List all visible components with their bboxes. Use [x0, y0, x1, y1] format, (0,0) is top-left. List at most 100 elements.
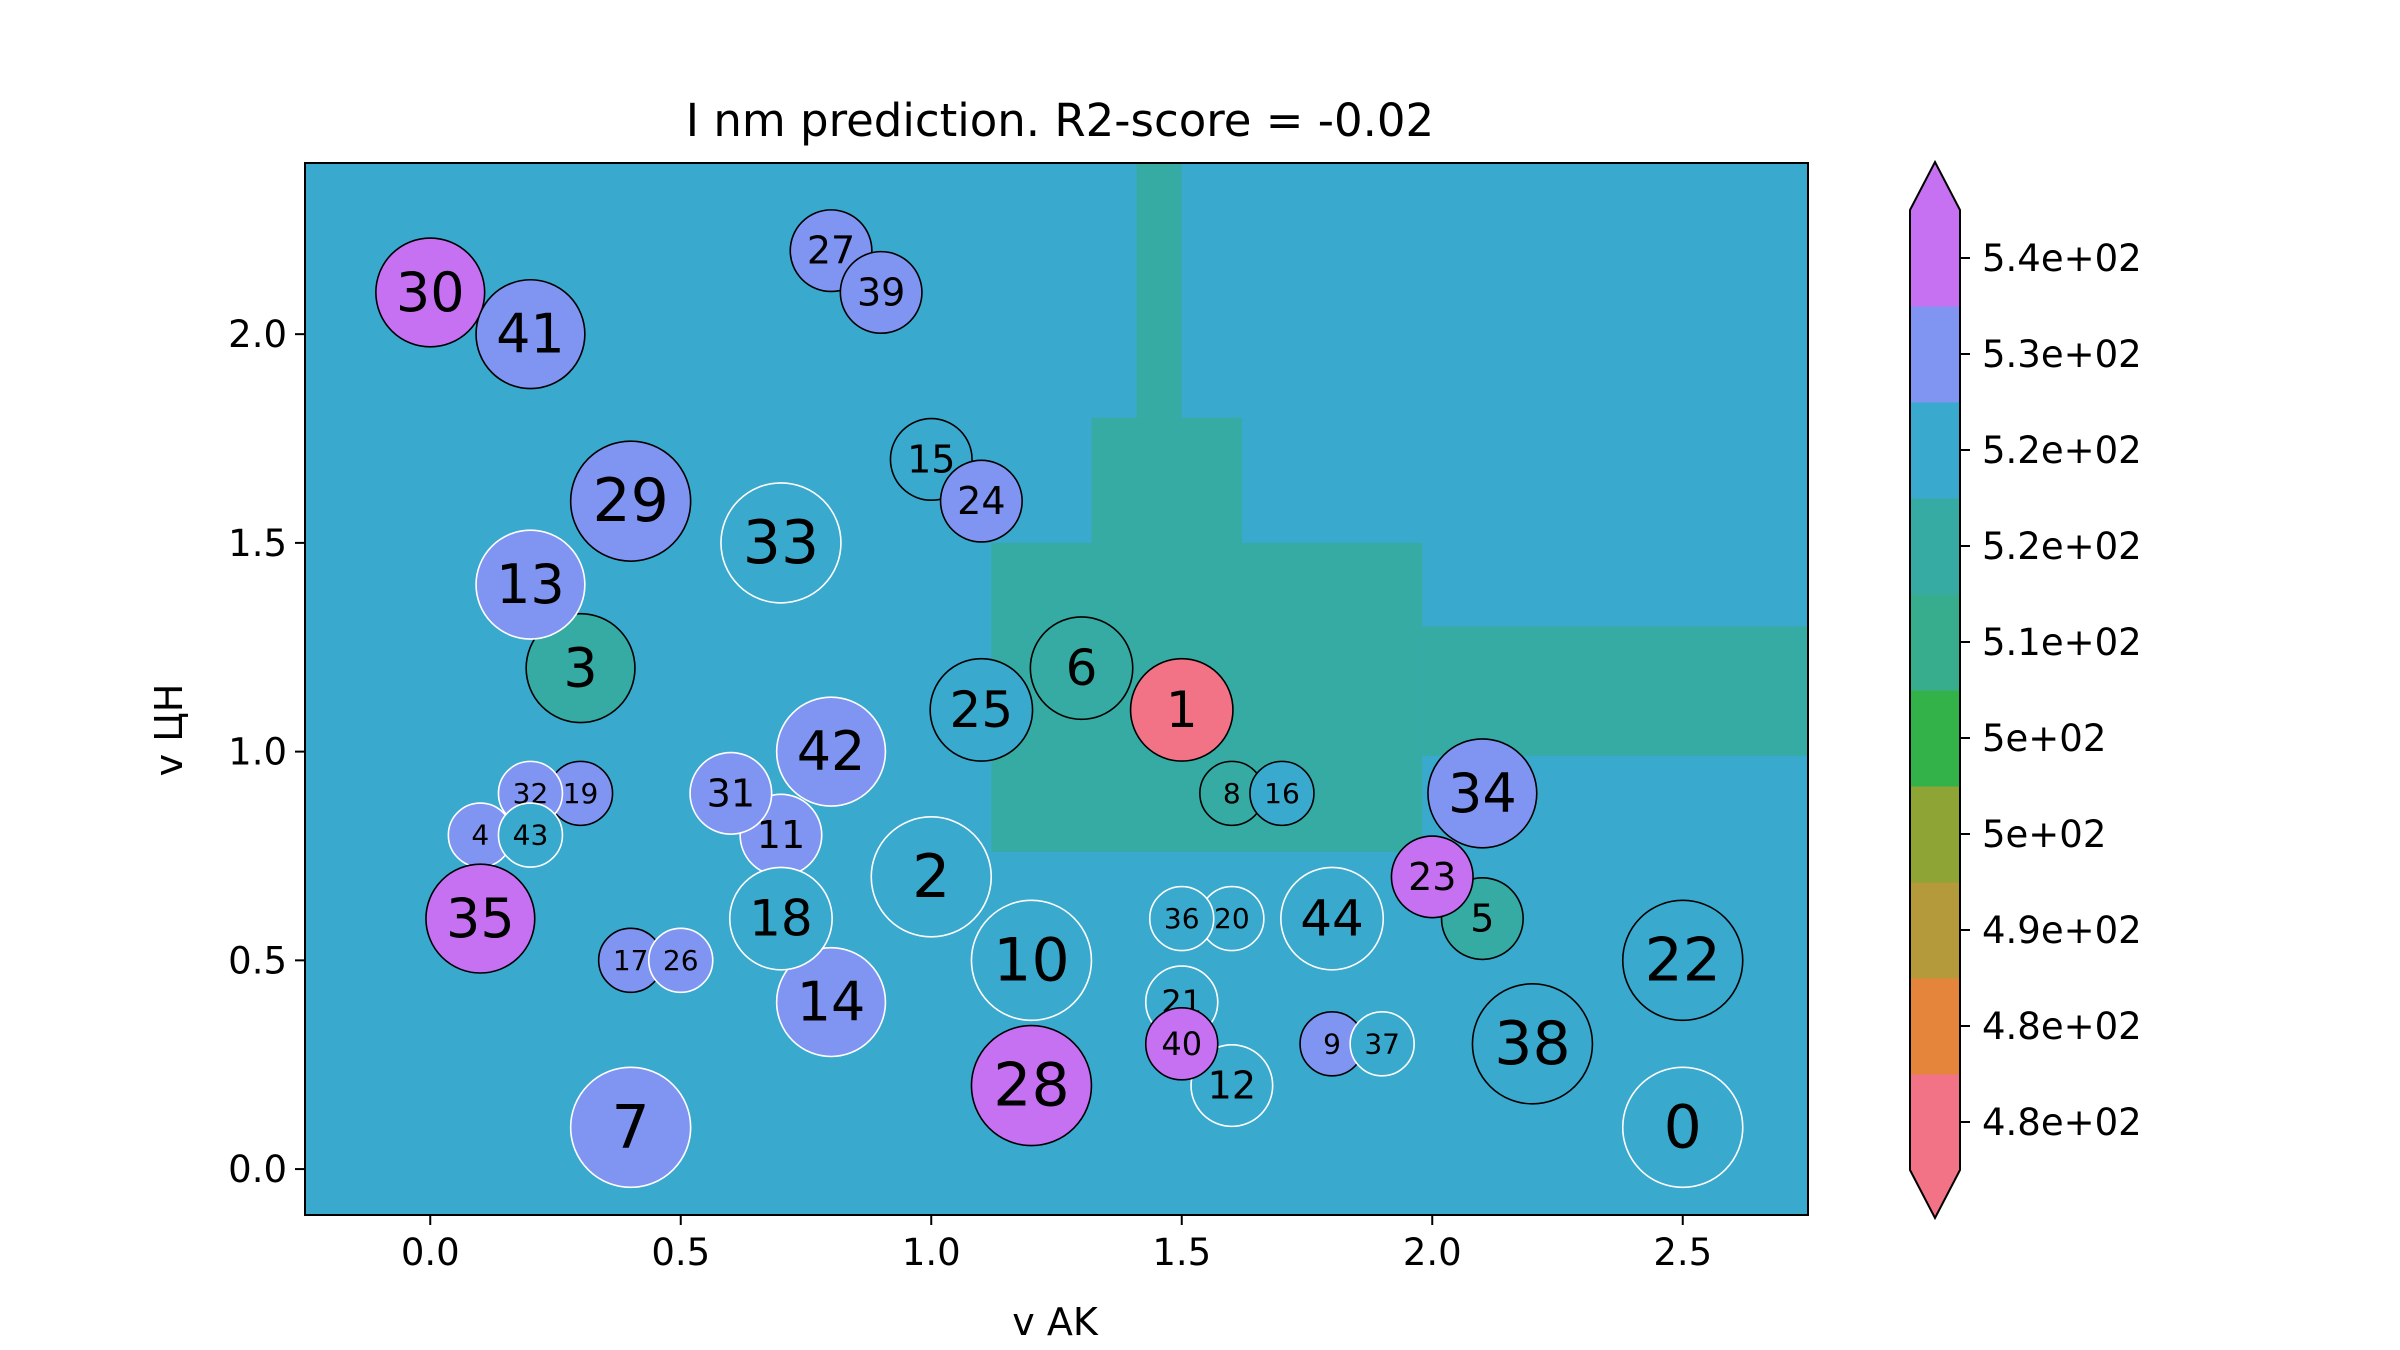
- colorbar-tick-label: 5.1e+02: [1982, 621, 2142, 664]
- point-label: 6: [1066, 639, 1098, 697]
- x-tick-label: 0.5: [651, 1231, 710, 1274]
- point-label: 18: [749, 890, 813, 948]
- point-label: 2: [912, 842, 950, 912]
- data-point: 30: [375, 237, 486, 348]
- colorbar-outline: [1909, 159, 1961, 1221]
- prediction-region: [1136, 163, 1182, 418]
- y-tick-label: 1.5: [228, 522, 287, 565]
- point-label: 29: [592, 466, 668, 536]
- data-point: 22: [1621, 899, 1744, 1022]
- data-point: 34: [1427, 738, 1538, 849]
- point-label: 39: [857, 270, 905, 314]
- data-point: 17: [597, 927, 664, 994]
- point-label: 22: [1645, 925, 1721, 995]
- colorbar-tick-label: 5.2e+02: [1982, 429, 2142, 472]
- data-point: 23: [1390, 835, 1474, 919]
- point-label: 30: [396, 261, 465, 324]
- y-tick-label: 0.0: [228, 1148, 287, 1191]
- colorbar-segment: [1910, 402, 1960, 499]
- point-marker: [1280, 866, 1385, 971]
- point-label: 24: [957, 479, 1005, 523]
- point-marker: [1390, 835, 1474, 919]
- point-marker: [475, 529, 586, 640]
- point-marker: [1427, 738, 1538, 849]
- point-label: 44: [1300, 890, 1364, 948]
- x-tick-label: 1.5: [1152, 1231, 1211, 1274]
- data-point: 35: [425, 863, 536, 974]
- point-marker: [425, 863, 536, 974]
- data-point: 25: [929, 657, 1034, 762]
- prediction-region: [1422, 626, 1808, 756]
- colorbar-tick-label: 5e+02: [1982, 813, 2106, 856]
- colorbar-tick-label: 4.9e+02: [1982, 909, 2142, 952]
- point-label: 20: [1214, 902, 1250, 935]
- point-marker: [475, 278, 586, 390]
- data-point: 43: [497, 802, 564, 868]
- point-label: 27: [807, 229, 855, 273]
- point-marker: [1148, 885, 1215, 952]
- colorbar-tick-label: 5.4e+02: [1982, 237, 2142, 280]
- colorbar-segment: [1910, 594, 1960, 691]
- data-point: 27: [789, 209, 873, 293]
- point-label: 7: [612, 1092, 650, 1162]
- data-point: 19: [547, 760, 614, 827]
- data-point: 1: [1129, 657, 1234, 762]
- colorbar: 4.8e+02 4.8e+02 4.9e+02 5e+02 5e+02 5.1e+02 5.…: [1909, 159, 2142, 1221]
- data-point: 42: [775, 696, 887, 807]
- point-label: 10: [993, 925, 1069, 995]
- point-label: 37: [1364, 1027, 1400, 1060]
- point-label: 17: [613, 944, 649, 977]
- x-tick-label: 2.0: [1403, 1231, 1462, 1274]
- colorbar-tick-label: 5e+02: [1982, 717, 2106, 760]
- data-point: 0: [1621, 1066, 1744, 1189]
- colorbar-segment: [1910, 690, 1960, 787]
- point-label: 9: [1323, 1027, 1341, 1060]
- point-label: 16: [1264, 777, 1300, 810]
- data-point: 39: [839, 250, 923, 335]
- point-marker: [689, 751, 773, 835]
- colorbar-segment: [1910, 210, 1960, 307]
- y-tick-label: 2.0: [228, 313, 287, 356]
- point-label: 14: [797, 971, 866, 1034]
- y-tick-label: 1.0: [228, 731, 287, 774]
- data-point: 8: [1199, 760, 1265, 827]
- point-label: 42: [797, 720, 866, 783]
- data-point: 2: [870, 816, 993, 938]
- data-point: 20: [1199, 885, 1265, 952]
- point-marker: [775, 696, 887, 807]
- point-marker: [839, 250, 923, 335]
- prediction-regions: [991, 163, 1808, 852]
- data-point: 13: [475, 529, 586, 640]
- point-marker: [728, 866, 833, 971]
- x-axis-title: v AK: [1012, 1300, 1099, 1344]
- point-marker: [1249, 760, 1315, 827]
- x-tick-label: 1.0: [902, 1231, 961, 1274]
- data-point: 38: [1471, 983, 1594, 1105]
- colorbar-extend-top: [1910, 162, 1960, 210]
- point-marker: [929, 657, 1034, 762]
- point-marker: [1621, 1066, 1744, 1189]
- point-marker: [775, 946, 887, 1058]
- point-marker: [1349, 1011, 1415, 1077]
- y-axis-title: v ЦН: [147, 684, 191, 777]
- colorbar-tick-label: 4.8e+02: [1982, 1101, 2142, 1144]
- data-point: 14: [775, 946, 887, 1058]
- data-point: 9: [1299, 1011, 1365, 1077]
- data-point: 7: [569, 1066, 692, 1189]
- prediction-region: [1091, 417, 1242, 543]
- data-point: 29: [569, 440, 692, 562]
- data-point: 37: [1349, 1011, 1415, 1077]
- data-point: 28: [970, 1024, 1093, 1147]
- point-marker: [525, 612, 636, 724]
- data-point: 41: [475, 278, 586, 390]
- data-point: 6: [1029, 616, 1134, 721]
- colorbar-segment: [1910, 786, 1960, 883]
- data-point: 44: [1280, 866, 1385, 971]
- point-marker: [970, 1024, 1093, 1147]
- x-tick-label: 0.0: [401, 1231, 460, 1274]
- point-label: 12: [1208, 1064, 1256, 1108]
- point-marker: [569, 440, 692, 562]
- point-label: 15: [907, 437, 955, 481]
